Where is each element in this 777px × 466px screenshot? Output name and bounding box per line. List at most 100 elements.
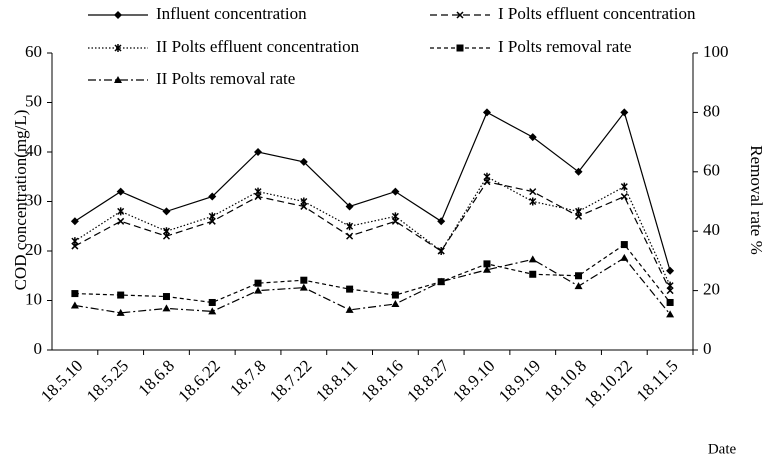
y-tick-label: 40 xyxy=(25,141,42,160)
marker xyxy=(575,207,583,216)
marker xyxy=(483,260,491,268)
marker xyxy=(666,281,674,290)
marker xyxy=(528,133,537,142)
legend-label: I Polts removal rate xyxy=(498,37,632,56)
x-tick-label: 18.9.19 xyxy=(495,356,544,405)
marker xyxy=(620,182,628,191)
marker xyxy=(620,253,629,261)
marker xyxy=(529,270,537,278)
marker xyxy=(391,291,399,299)
legend-item: Influent concentration xyxy=(88,4,307,23)
y2-axis-label: Removal rate % xyxy=(747,145,766,255)
marker xyxy=(666,310,675,318)
legend-label: I Polts effluent concentration xyxy=(498,4,696,23)
marker xyxy=(574,167,583,176)
marker xyxy=(437,247,445,255)
marker xyxy=(254,279,262,287)
y-tick-label: 0 xyxy=(34,339,43,358)
y2-tick-label: 60 xyxy=(703,161,720,180)
marker xyxy=(391,187,400,196)
marker xyxy=(208,212,216,221)
x-tick-label: 18.5.25 xyxy=(83,356,132,405)
x-tick-label: 18.6.22 xyxy=(174,356,223,405)
marker xyxy=(208,192,217,201)
marker xyxy=(71,290,79,298)
marker xyxy=(254,148,263,156)
series-line xyxy=(74,175,671,286)
marker xyxy=(528,255,537,263)
y2-tick-label: 0 xyxy=(703,339,712,358)
marker xyxy=(114,11,122,19)
y-axis-label: COD concentration(mg/L) xyxy=(11,110,30,291)
marker xyxy=(666,298,674,306)
marker xyxy=(300,197,308,206)
x-tick-label: 18.9.10 xyxy=(449,356,498,405)
y2-tick-label: 80 xyxy=(703,101,720,120)
marker xyxy=(345,305,354,313)
x-tick-label: 18.8.11 xyxy=(312,356,361,405)
legend-item: I Polts removal rate xyxy=(430,37,632,56)
x-tick-label: 18.5.10 xyxy=(37,356,86,405)
x-tick-label: 18.7.8 xyxy=(226,356,269,399)
marker xyxy=(482,265,491,273)
legend-label: II Polts effluent concentration xyxy=(156,37,360,56)
marker xyxy=(117,217,125,225)
marker xyxy=(71,237,79,246)
marker xyxy=(208,298,216,306)
marker xyxy=(482,108,491,117)
y2-tick-label: 20 xyxy=(703,280,720,299)
y-tick-label: 10 xyxy=(25,289,42,308)
marker xyxy=(70,301,79,309)
x-axis-label: Date xyxy=(708,441,737,457)
legend-item: II Polts removal rate xyxy=(88,69,295,88)
marker xyxy=(117,291,125,299)
marker xyxy=(391,212,399,221)
marker xyxy=(299,283,308,291)
marker xyxy=(437,217,446,226)
marker xyxy=(254,286,263,294)
marker xyxy=(114,44,122,52)
x-tick-label: 18.6.8 xyxy=(135,356,178,399)
marker xyxy=(116,308,125,316)
marker xyxy=(456,44,464,52)
x-tick-label: 18.10.22 xyxy=(580,356,636,412)
marker xyxy=(114,76,122,83)
marker xyxy=(70,217,79,226)
marker xyxy=(299,157,308,166)
y-tick-label: 60 xyxy=(25,42,42,61)
marker xyxy=(666,266,675,275)
series-line xyxy=(74,243,671,304)
y2-tick-label: 40 xyxy=(703,220,720,239)
legend-item: II Polts effluent concentration xyxy=(88,37,360,56)
y-tick-label: 30 xyxy=(25,190,42,209)
series-line xyxy=(74,257,671,315)
marker xyxy=(437,277,446,285)
marker xyxy=(162,293,170,301)
marker xyxy=(346,285,354,293)
y2-tick-label: 100 xyxy=(703,42,729,61)
marker xyxy=(620,241,628,249)
x-tick-label: 18.7.22 xyxy=(266,356,315,405)
marker xyxy=(529,188,537,196)
marker xyxy=(116,187,125,196)
legend-label: Influent concentration xyxy=(156,4,307,23)
y-tick-label: 50 xyxy=(25,91,42,110)
marker xyxy=(208,307,217,315)
y-tick-label: 20 xyxy=(25,240,42,259)
legend-label: II Polts removal rate xyxy=(156,69,295,88)
legend-item: I Polts effluent concentration xyxy=(430,4,696,23)
marker xyxy=(391,299,400,307)
series-line xyxy=(74,111,671,271)
marker xyxy=(162,304,171,312)
marker xyxy=(620,193,628,201)
marker xyxy=(117,207,125,216)
marker xyxy=(162,207,171,216)
marker xyxy=(162,227,170,236)
marker xyxy=(574,282,583,290)
marker xyxy=(346,222,354,231)
marker xyxy=(456,11,464,19)
marker xyxy=(575,272,583,280)
marker xyxy=(300,276,308,284)
marker xyxy=(483,172,491,181)
